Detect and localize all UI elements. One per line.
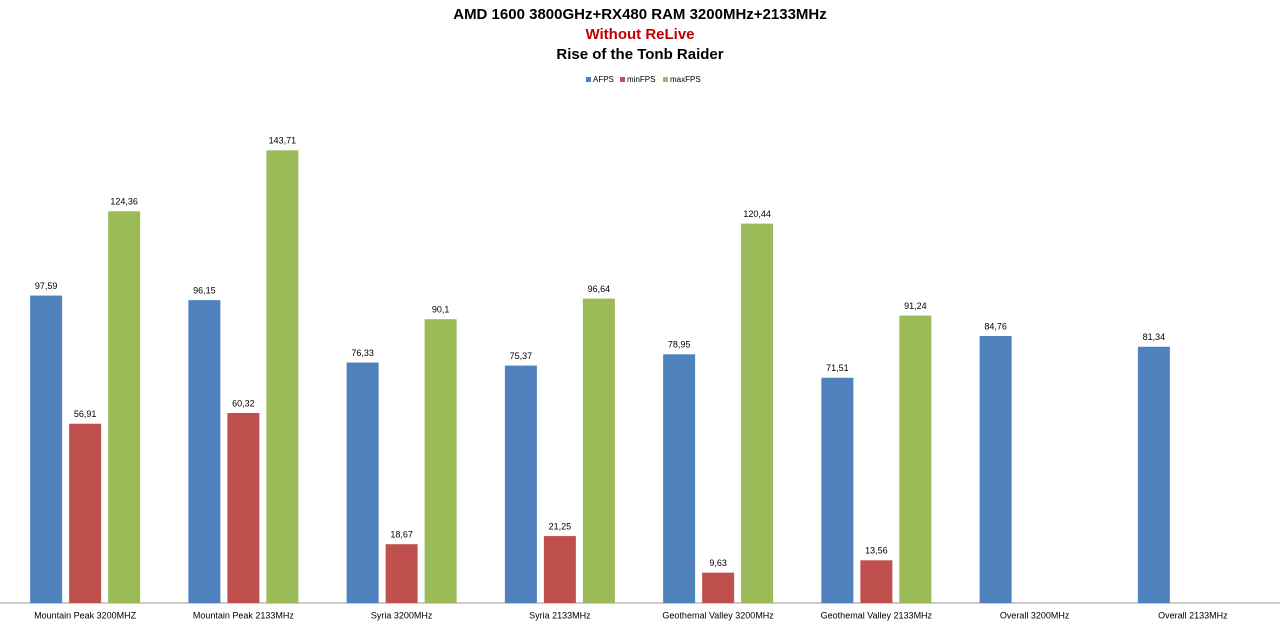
bar xyxy=(504,365,537,603)
x-tick-label: Syria 3200MHz xyxy=(371,610,433,620)
x-tick-label: Mountain Peak 3200MHZ xyxy=(34,610,137,620)
bar xyxy=(741,223,774,603)
value-label: 97,59 xyxy=(35,281,58,291)
bar xyxy=(108,211,141,604)
legend-label: AFPS xyxy=(593,75,614,84)
value-label: 18,67 xyxy=(390,530,413,540)
value-label: 71,51 xyxy=(826,363,849,373)
bar xyxy=(582,298,615,603)
value-label: 143,71 xyxy=(269,136,297,146)
x-tick-label: Mountain Peak 2133MHz xyxy=(193,610,295,620)
bar xyxy=(30,295,63,603)
legend-label: maxFPS xyxy=(670,75,701,84)
x-tick-label: Overall 2133MHz xyxy=(1158,610,1228,620)
value-label: 96,64 xyxy=(588,284,611,294)
value-label: 21,25 xyxy=(549,521,572,531)
bar xyxy=(979,336,1012,603)
bar xyxy=(1137,346,1170,603)
bar xyxy=(188,300,221,603)
bar xyxy=(899,315,932,603)
x-tick-label: Overall 3200MHz xyxy=(1000,610,1070,620)
value-label: 56,91 xyxy=(74,409,97,419)
x-tick-label: Geothemal Valley 3200MHz xyxy=(662,610,774,620)
value-label: 60,32 xyxy=(232,398,255,408)
value-label: 124,36 xyxy=(110,197,138,207)
bar xyxy=(346,362,379,603)
bar xyxy=(266,150,299,603)
bar xyxy=(702,572,735,603)
legend-label: minFPS xyxy=(627,75,655,84)
value-label: 120,44 xyxy=(743,209,771,219)
value-label: 13,56 xyxy=(865,546,888,556)
value-label: 78,95 xyxy=(668,340,691,350)
bar xyxy=(227,412,260,603)
x-tick-label: Geothemal Valley 2133MHz xyxy=(821,610,933,620)
chart-title: AMD 1600 3800GHz+RX480 RAM 3200MHz+2133M… xyxy=(453,6,827,23)
legend: AFPS minFPS maxFPS xyxy=(586,75,701,84)
bar xyxy=(424,319,457,603)
value-label: 96,15 xyxy=(193,286,216,296)
bar xyxy=(543,536,576,603)
value-label: 84,76 xyxy=(984,321,1007,331)
value-label: 76,33 xyxy=(351,348,374,358)
chart-subtitle: Rise of the Tonb Raider xyxy=(556,46,723,63)
value-label: 81,34 xyxy=(1143,332,1166,342)
value-label: 91,24 xyxy=(904,301,927,311)
bar xyxy=(385,544,418,603)
bar xyxy=(821,377,854,603)
legend-swatch xyxy=(586,77,591,82)
legend-swatch xyxy=(620,77,625,82)
bar xyxy=(69,423,102,603)
bar xyxy=(860,560,893,603)
value-label: 90,1 xyxy=(432,305,450,315)
chart-subtitle: Without ReLive xyxy=(585,26,694,43)
value-label: 75,37 xyxy=(510,351,533,361)
x-tick-label: Syria 2133MHz xyxy=(529,610,591,620)
legend-swatch xyxy=(663,77,668,82)
bar xyxy=(663,354,696,603)
value-label: 9,63 xyxy=(709,558,727,568)
